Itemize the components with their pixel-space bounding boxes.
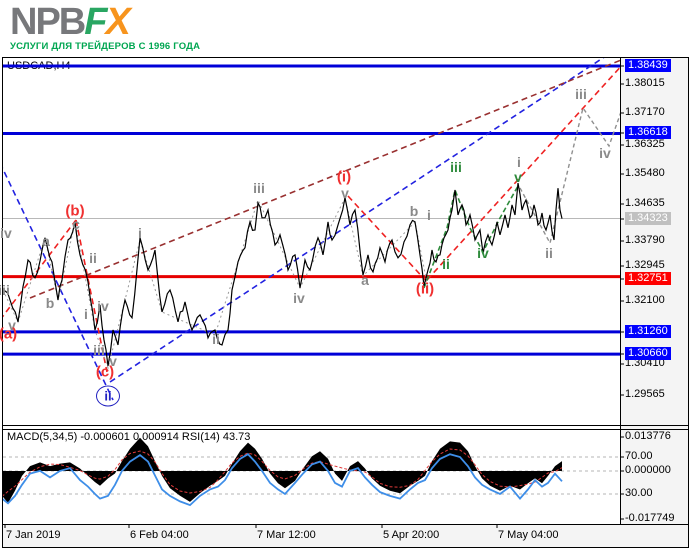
macd-histogram-area: [3, 437, 562, 504]
time-axis-label: 7 Jan 2019: [6, 529, 61, 541]
wave-label-ii: (ii): [415, 280, 435, 298]
logo-wordmark: NPBFX: [10, 3, 200, 41]
indicator-axis-label: 0.000000: [625, 464, 671, 476]
indicator-separator-bottom: [2, 429, 689, 430]
logo-tagline: УСЛУГИ ДЛЯ ТРЕЙДЕРОВ С 1996 ГОДА: [10, 41, 201, 52]
wave-label-i: i: [138, 225, 142, 241]
main-chart-plot-area[interactable]: [3, 58, 620, 424]
time-axis-label: 7 Mar 12:00: [257, 529, 316, 541]
indicator-axis-label: 0.013776: [625, 430, 671, 442]
wave-label-iii: iii: [253, 180, 265, 196]
projection-path: [519, 106, 620, 245]
trendline: [75, 219, 108, 373]
indicator-separator-top: [2, 425, 689, 426]
wave-label-b: (b): [65, 202, 85, 220]
price-axis-label: 1.33790: [625, 234, 665, 246]
wave-label-b: b: [409, 203, 419, 219]
indicator-axis-label: 70.00: [625, 450, 653, 462]
price-axis-label: 1.32100: [625, 294, 665, 306]
price-axis[interactable]: [621, 58, 689, 523]
indicator-title: MACD(5,34,5) -0.000601 0.000914 RSI(14) …: [7, 431, 251, 443]
price-level-label: 1.38439: [625, 59, 671, 72]
wave-label-i: i: [84, 306, 88, 322]
wave-label-ii: ii: [545, 245, 553, 261]
price-series: [3, 182, 563, 367]
indicator-axis-label: 30.00: [625, 487, 653, 499]
time-axis-label: 5 Apr 20:00: [383, 529, 440, 541]
wave-label-iv: iv: [599, 145, 611, 161]
wave-label-a: a: [361, 272, 369, 288]
main-plot-group: [3, 58, 620, 401]
price-axis-label: 1.34635: [625, 197, 665, 209]
logo-text-x: X: [105, 1, 130, 43]
green-wave-path: [423, 185, 519, 289]
time-axis-background: [3, 525, 689, 548]
price-axis-label: 1.35480: [625, 167, 665, 179]
indicator-axis-label: -0.017749: [625, 512, 675, 524]
price-axis-label: 1.36325: [625, 138, 665, 150]
time-axis-label: 7 May 04:00: [498, 529, 559, 541]
trendline: [3, 167, 114, 401]
wave-label-a: (a): [0, 325, 18, 343]
wave-label-v: v: [514, 169, 522, 185]
plot-axis-separator: [620, 57, 621, 524]
price-axis-label: 1.32945: [625, 259, 665, 271]
wave-label-v: v: [109, 353, 117, 369]
price-axis-label: 1.30410: [625, 357, 665, 369]
wave-label-iii: iii: [93, 342, 105, 358]
chart-window-border: [2, 57, 689, 548]
logo-text-npb: NPB: [10, 1, 86, 43]
wave-label-i: i: [427, 207, 431, 223]
wave-label-iv: iv: [293, 290, 305, 306]
price-axis-label: 1.37170: [625, 106, 665, 118]
current-price-label: 1.34323: [625, 212, 671, 225]
time-axis-label: 6 Feb 04:00: [130, 529, 189, 541]
wave-label-i: (i): [336, 168, 352, 186]
time-axis-separator: [2, 524, 689, 525]
wave-connector-path: [3, 196, 429, 370]
wave-label-c: (c): [95, 363, 115, 381]
wave-label-iii: iii: [450, 159, 462, 175]
price-axis-label: 1.29565: [625, 388, 665, 400]
price-level-label: 1.31260: [625, 325, 671, 338]
wave-label-ii: ii: [442, 256, 450, 272]
wave-label-v: v: [341, 185, 349, 201]
wave-label-i: i: [517, 154, 521, 170]
wave-label-c: c: [72, 216, 80, 232]
indicator-plot-area[interactable]: [3, 430, 620, 523]
wave-label-ii: ii: [89, 250, 97, 266]
rsi-line: [3, 453, 563, 507]
wave-label-v: v: [8, 317, 16, 333]
npbfx-logo: NPBFX УСЛУГИ ДЛЯ ТРЕЙДЕРОВ С 1996 ГОДА: [10, 3, 200, 52]
wave-label-iii: iii: [575, 86, 587, 102]
wave-label-iv: iv: [477, 245, 489, 261]
price-level-label: 1.36618: [625, 126, 671, 139]
macd-signal-line: [3, 448, 563, 497]
wave-label-b: b: [45, 295, 55, 311]
wave-label-a: a: [42, 233, 50, 249]
wave-label-iv: iv: [97, 298, 109, 314]
price-axis-label: 1.38015: [625, 77, 665, 89]
price-level-label: 1.30660: [625, 347, 671, 360]
indicator-plot-group: [3, 437, 620, 507]
wave-label-iv: iv: [0, 225, 12, 241]
wave-label-iii: iii: [0, 282, 10, 298]
trendline: [29, 59, 620, 299]
price-level-label: 1.32751: [625, 272, 671, 285]
wave-label-ii: ii: [212, 331, 220, 347]
trendline: [426, 66, 620, 281]
logo-text-f: F: [84, 1, 107, 43]
time-axis[interactable]: [3, 525, 689, 548]
wave-label-circled-ii: ii: [96, 385, 120, 407]
